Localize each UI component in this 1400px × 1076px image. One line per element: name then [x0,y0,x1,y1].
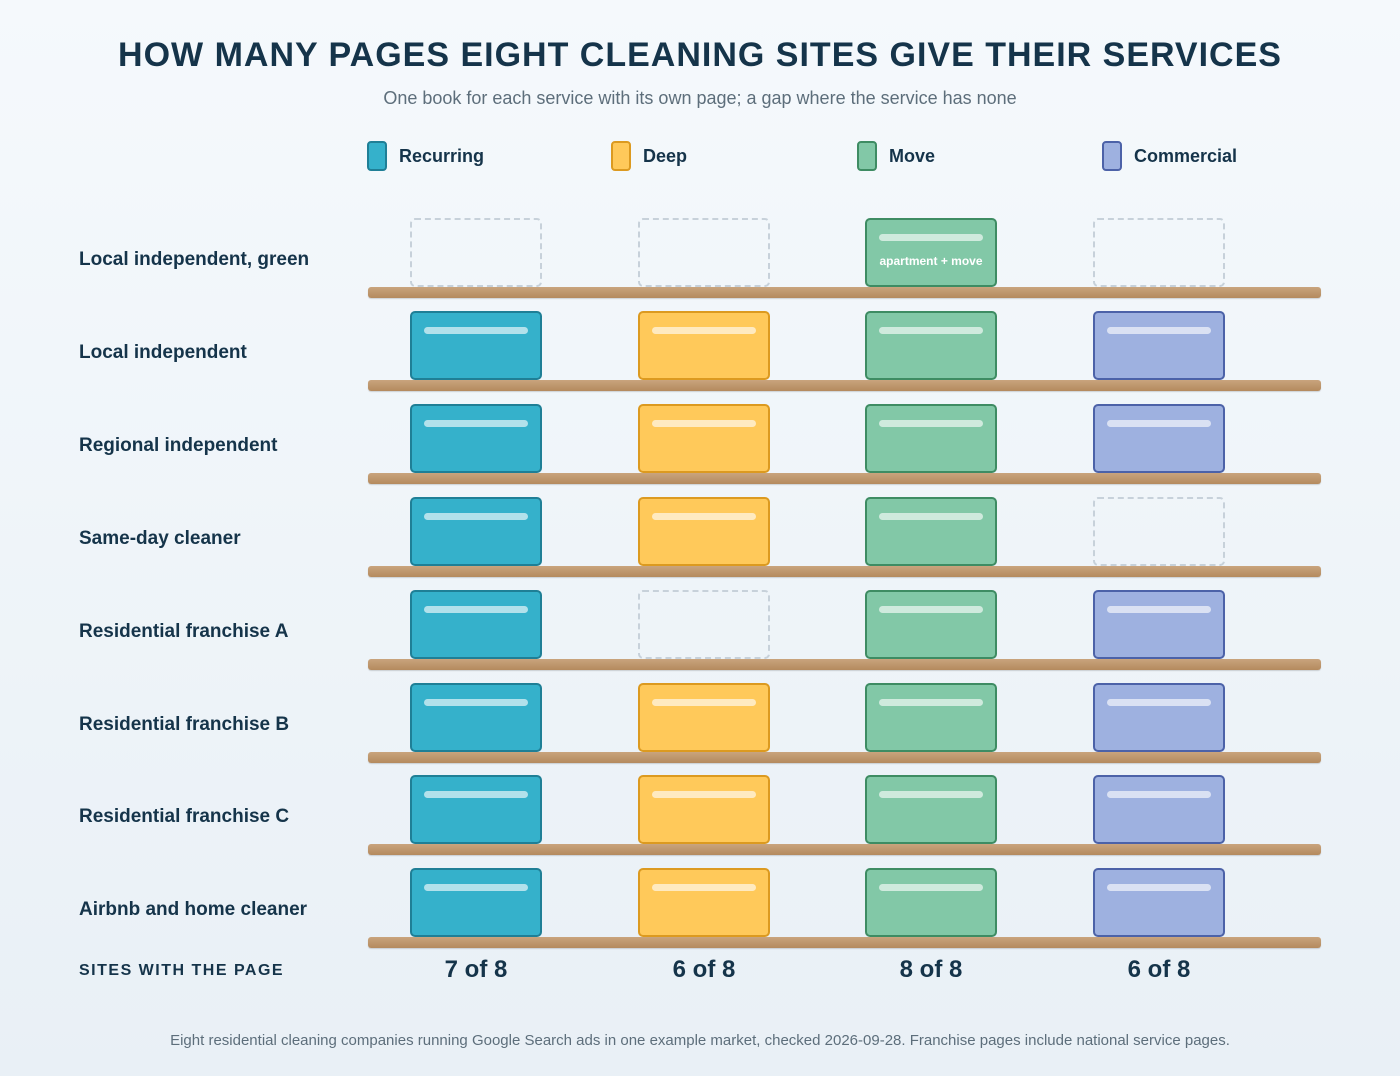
gap-commercial [1093,218,1225,287]
row-label: Local independent [79,341,247,363]
legend-swatch [1102,141,1122,171]
legend-swatch [611,141,631,171]
book-commercial [1093,775,1225,845]
book-deep [638,775,770,845]
shelf-board [368,937,1321,949]
legend-item-move: Move [857,139,935,173]
shelf-board [368,844,1321,856]
legend-item-recurring: Recurring [367,139,484,173]
book-recurring [410,682,542,752]
book-spine-stripe [1107,791,1211,799]
book-spine-stripe [652,419,756,427]
legend-label: Recurring [399,145,485,166]
book-spine-stripe [424,326,528,334]
gap-deep [638,589,770,659]
legend-swatch [857,141,877,171]
book-spine-stripe [424,605,528,613]
book-move [865,775,997,845]
book-deep [638,868,770,938]
shelf-board [368,287,1321,298]
book-move [865,496,997,566]
book-deep [638,403,770,473]
chart-subtitle: One book for each service with its own p… [383,88,1017,108]
book-spine-stripe [879,419,983,427]
row-label: Residential franchise B [79,713,290,735]
shelf-board [368,565,1321,577]
row-label: Residential franchise A [79,620,289,642]
book-recurring [410,589,542,659]
book-spine-stripe [879,512,983,520]
book-move [865,310,997,380]
book-label: apartment + move [879,254,983,268]
totals-row-label: SITES WITH THE PAGE [79,962,285,979]
total-move: 8 of 8 [899,956,963,983]
book-commercial [1093,682,1225,752]
total-commercial: 6 of 8 [1127,956,1191,983]
legend: Recurring Deep Move Commercial [0,139,1400,173]
book-deep [638,496,770,566]
book-move [865,682,997,752]
book-spine-stripe [652,884,756,892]
book-spine-stripe [879,791,983,799]
book-commercial [1093,868,1225,938]
shelf-board [368,658,1321,670]
legend-item-deep: Deep [611,139,687,173]
book-spine-stripe [424,419,528,427]
book-recurring [410,496,542,566]
row-label: Regional independent [79,434,278,456]
book-spine-stripe [879,605,983,613]
gap-commercial [1093,496,1225,566]
legend-swatch [367,141,387,171]
row-label: Residential franchise C [79,806,290,828]
book-commercial [1093,310,1225,380]
book-spine-stripe [879,326,983,334]
book-commercial [1093,589,1225,659]
book-move [865,403,997,473]
book-spine-stripe [1107,698,1211,706]
book-spine-stripe [879,884,983,892]
book-recurring [410,775,542,845]
book-spine-stripe [652,512,756,520]
row-label: Same-day cleaner [79,527,241,549]
book-spine-stripe [424,512,528,520]
legend-label: Deep [643,145,688,166]
shelf-board [368,379,1321,391]
book-move [865,589,997,659]
book-spine-stripe [424,791,528,799]
book-spine-stripe [1107,605,1211,613]
book-spine-stripe [652,791,756,799]
book-spine-stripe [1107,326,1211,334]
book-spine-stripe [879,698,983,706]
gap-deep [638,218,770,287]
book-spine-stripe [652,698,756,706]
book-spine-stripe [1107,884,1211,892]
chart-title: HOW MANY PAGES EIGHT CLEANING SITES GIVE… [118,36,1282,74]
legend-item-commercial: Commercial [1102,139,1237,173]
source-note: Eight residential cleaning companies run… [170,1032,1230,1049]
gap-recurring [410,218,542,287]
total-deep: 6 of 8 [672,956,736,983]
total-recurring: 7 of 8 [444,956,508,983]
book-spine-stripe [424,698,528,706]
row-label: Local independent, green [79,249,310,270]
book-spine-stripe [424,884,528,892]
book-recurring [410,868,542,938]
shelf-board [368,472,1321,484]
row-label: Airbnb and home cleaner [79,899,308,921]
book-deep [638,682,770,752]
legend-label: Move [889,145,936,166]
book-spine-stripe [879,234,983,241]
book-commercial [1093,403,1225,473]
book-deep [638,310,770,380]
book-spine-stripe [652,326,756,334]
legend-label: Commercial [1134,145,1238,166]
book-move [865,868,997,938]
book-spine-stripe [1107,419,1211,427]
shelf-board [368,751,1321,763]
book-recurring [410,403,542,473]
book-move: apartment + move [865,218,997,287]
book-recurring [410,310,542,380]
